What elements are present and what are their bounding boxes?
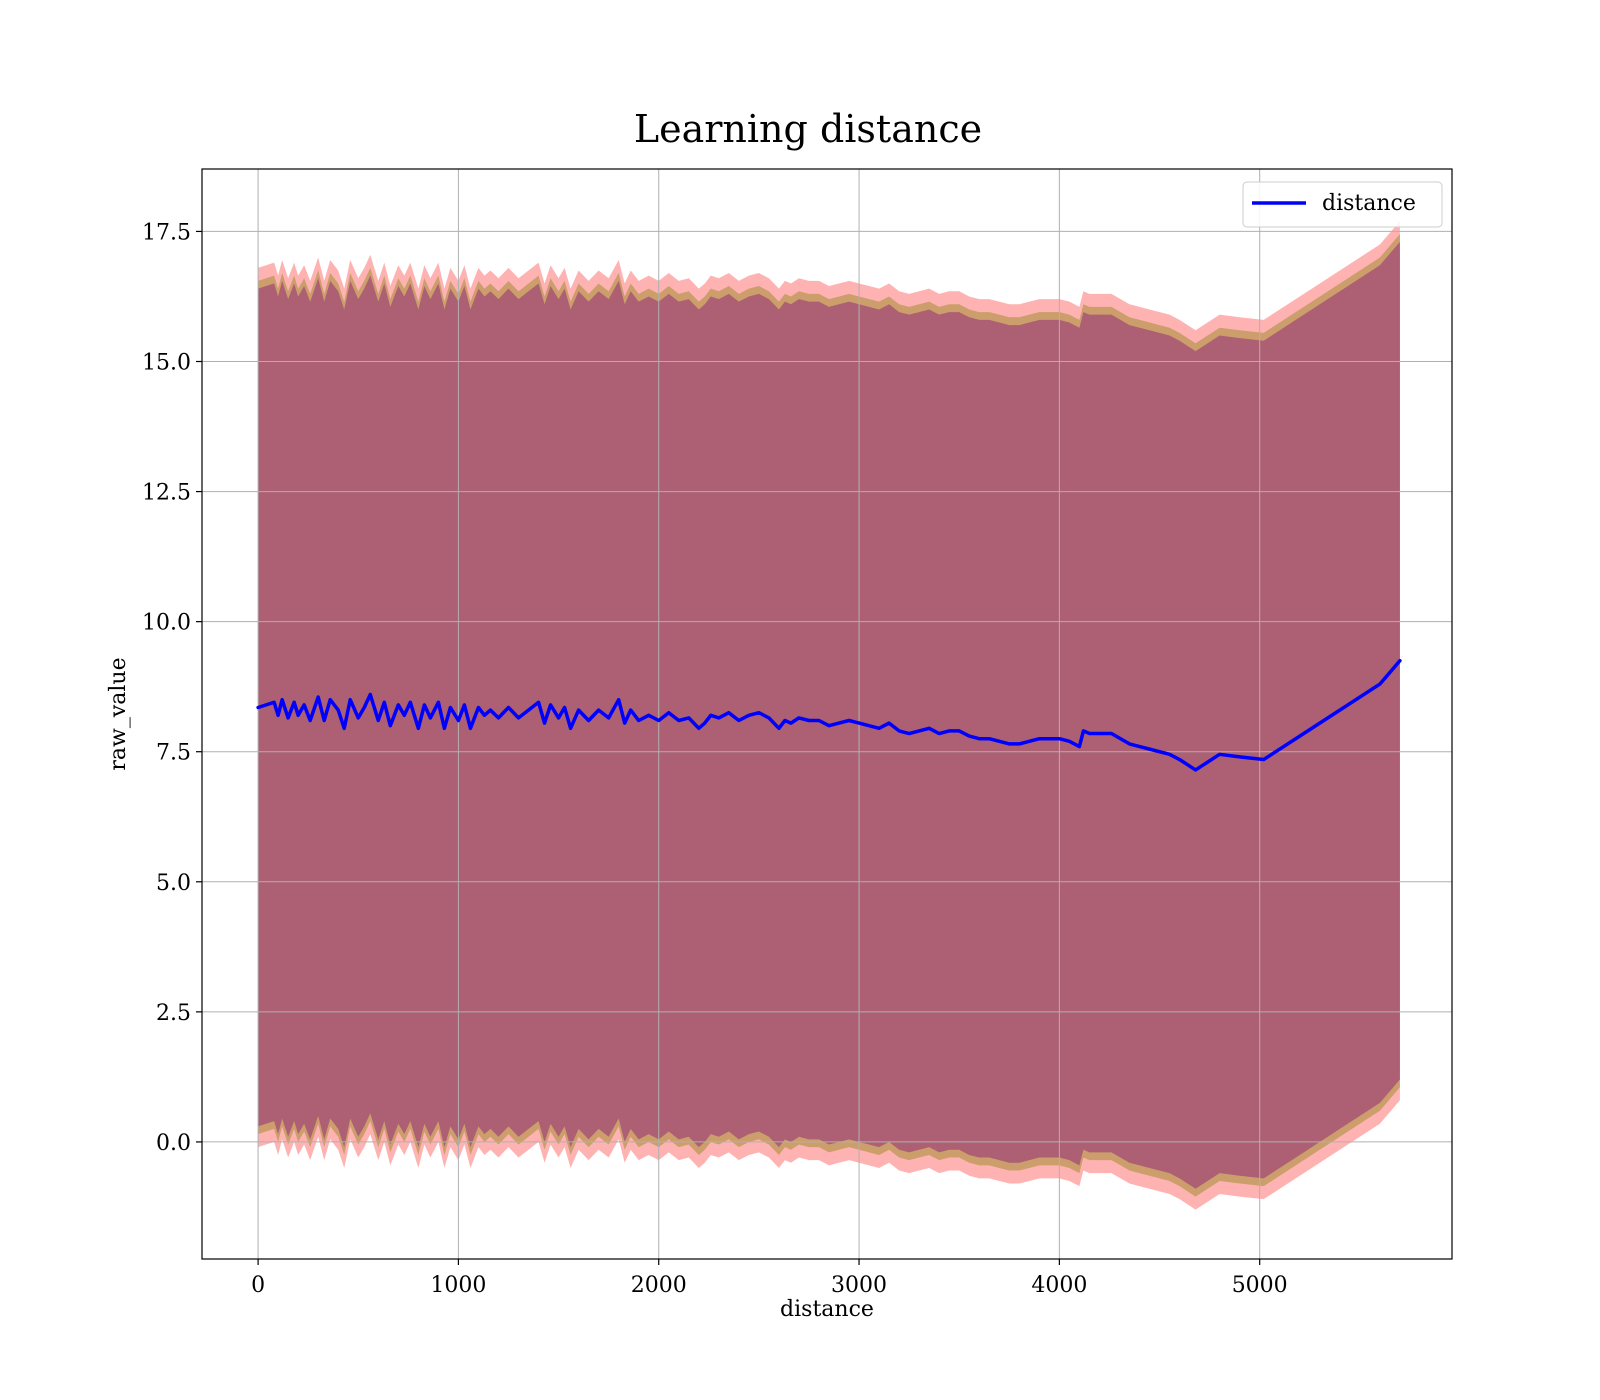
y-axis-label: raw_value [106,657,131,770]
x-axis-label: distance [780,1297,874,1322]
band-1 [258,221,1400,1210]
y-tick-label-2: 5.0 [156,871,191,896]
x-tick-label-1: 1000 [430,1273,486,1298]
x-tick-label-4: 4000 [1031,1273,1087,1298]
legend-label-distance: distance [1322,191,1416,216]
legend: distance [1242,181,1443,228]
y-axis-ticks: 0.0 2.5 5.0 7.5 10.0 12.5 15.0 17.5 [142,220,202,1156]
y-tick-label-1: 2.5 [156,1001,191,1026]
series-lines [256,658,1402,772]
chart-title: Learning distance [634,107,982,151]
y-tick-label-7: 17.5 [142,220,191,245]
series-line-distance [256,658,1402,772]
legend-box [1242,181,1443,228]
y-tick-label-5: 12.5 [142,481,191,506]
y-tick-label-4: 10.0 [142,611,191,636]
band-3 [258,241,1400,1189]
x-tick-label-0: 0 [251,1273,265,1298]
confidence-bands [258,221,1400,1210]
y-tick-label-3: 7.5 [156,741,191,766]
y-tick-label-6: 15.0 [142,351,191,376]
x-tick-label-5: 5000 [1232,1273,1288,1298]
grid-lines [202,169,1452,1259]
x-tick-label-2: 2000 [631,1273,687,1298]
band-2 [258,234,1400,1197]
x-tick-label-3: 3000 [831,1273,887,1298]
y-tick-label-0: 0.0 [156,1131,191,1156]
plot-frame [201,168,1453,1260]
x-axis-ticks: 0 1000 2000 3000 4000 5000 [251,1259,1288,1298]
